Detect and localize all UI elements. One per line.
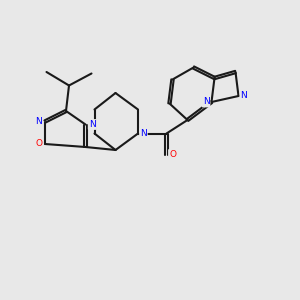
Text: O: O — [169, 150, 176, 159]
Text: N: N — [35, 117, 42, 126]
Text: N: N — [140, 129, 147, 138]
Text: N: N — [203, 98, 209, 106]
Text: N: N — [241, 92, 247, 100]
Text: O: O — [35, 140, 43, 148]
Text: N: N — [89, 120, 95, 129]
